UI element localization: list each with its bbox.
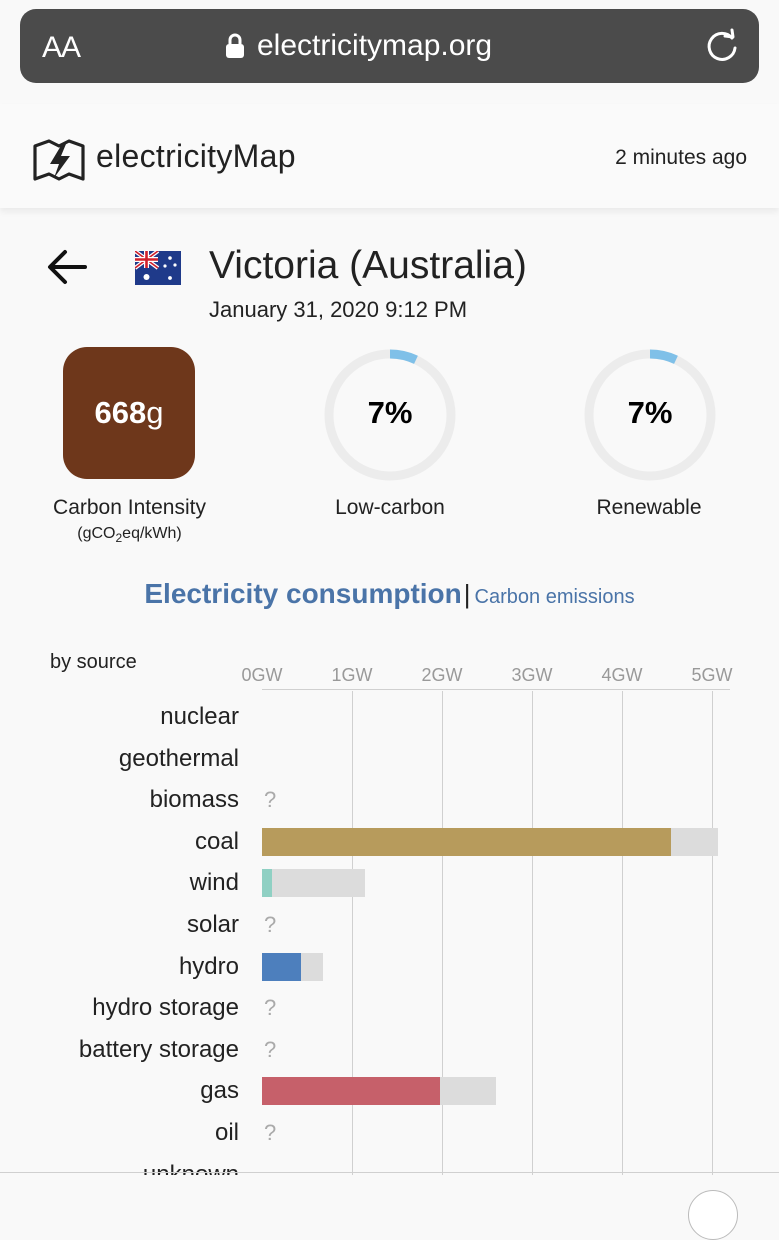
app-header: electricityMap 2 minutes ago <box>0 104 779 208</box>
tab-separator: | <box>463 579 471 609</box>
source-label: geothermal <box>118 744 239 772</box>
last-updated: 2 minutes ago <box>615 146 747 169</box>
production-bar[interactable] <box>262 827 671 856</box>
brand-name[interactable]: electricityMap <box>96 138 296 174</box>
gauge-fill <box>324 349 456 481</box>
electricitymap-logo-icon[interactable] <box>32 138 86 182</box>
source-label: nuclear <box>160 703 239 730</box>
australia-flag-icon <box>135 251 181 285</box>
low-carbon-value: 7% <box>367 395 413 430</box>
renewable-gauge: 7% <box>582 347 718 483</box>
gridline <box>352 691 353 1175</box>
source-label: battery storage <box>78 1035 239 1063</box>
chart-mode-tabs: Electricity consumption| Carbon emissions <box>0 578 779 610</box>
renewable-value: 7% <box>627 395 673 430</box>
source-label: coal <box>194 827 239 855</box>
zone-title: Victoria (Australia) <box>209 244 527 287</box>
source-label: oil <box>214 1119 239 1146</box>
reload-icon[interactable] <box>703 27 741 65</box>
gridline <box>532 691 533 1175</box>
carbon-intensity-label: Carbon Intensity <box>53 496 206 519</box>
x-tick-label: 3GW <box>511 665 553 685</box>
unknown-value-marker: ? <box>264 1036 277 1062</box>
source-label: hydro <box>178 952 239 980</box>
gridline <box>442 691 443 1175</box>
gridline <box>622 691 623 1175</box>
text-size-button[interactable]: AA <box>42 31 81 64</box>
tab-carbon-emissions[interactable]: Carbon emissions <box>474 586 635 608</box>
capacity-bar[interactable] <box>262 869 365 898</box>
x-tick-label: 1GW <box>331 665 373 685</box>
carbon-intensity-box: 668 g <box>63 347 195 479</box>
gridline <box>712 691 713 1175</box>
x-tick-label: 5GW <box>691 665 733 685</box>
renewable-label: Renewable <box>596 496 702 519</box>
url-text[interactable]: electricitymap.org <box>257 29 493 62</box>
low-carbon-label: Low-carbon <box>335 496 445 519</box>
source-label: wind <box>189 869 239 897</box>
gauge-fill <box>584 349 716 481</box>
bottom-floating-button[interactable] <box>688 1190 738 1240</box>
x-axis-line <box>262 689 730 690</box>
x-tick-label: 0GW <box>241 665 283 685</box>
source-label: biomass <box>149 786 239 814</box>
source-label: unknown <box>142 1160 239 1175</box>
production-bar[interactable] <box>262 1077 441 1106</box>
unknown-value-marker: ? <box>264 912 277 937</box>
unknown-value-marker: ? <box>264 787 277 813</box>
lock-icon <box>226 33 244 58</box>
bottom-divider <box>0 1172 779 1173</box>
source-label: hydro storage <box>92 994 239 1022</box>
carbon-intensity-value: 668 <box>94 395 147 430</box>
source-label: gas <box>200 1077 239 1105</box>
unknown-value-marker: ? <box>264 1120 277 1145</box>
back-arrow-icon[interactable] <box>46 248 88 286</box>
production-by-source-chart: by source 0GW 1GW 2GW 3GW 4GW 5GW nuclear geoth… <box>0 645 779 1175</box>
browser-chrome: AA electricitymap.org <box>0 0 779 105</box>
unknown-value-marker: ? <box>264 995 277 1021</box>
tab-electricity-consumption[interactable]: Electricity consumption <box>144 578 462 609</box>
chart-title: by source <box>50 651 137 673</box>
carbon-intensity-unit-label: (gCO2eq/kWh) <box>77 525 182 546</box>
x-tick-label: 4GW <box>601 665 643 685</box>
address-bar[interactable]: AA electricitymap.org <box>20 9 759 83</box>
production-bar[interactable] <box>262 952 301 981</box>
carbon-intensity-unit: g <box>146 395 164 430</box>
low-carbon-gauge: 7% <box>322 347 458 483</box>
zone-datetime: January 31, 2020 9:12 PM <box>209 297 468 322</box>
source-label: solar <box>186 911 239 938</box>
x-tick-label: 2GW <box>421 665 463 685</box>
production-bar[interactable] <box>262 869 272 898</box>
